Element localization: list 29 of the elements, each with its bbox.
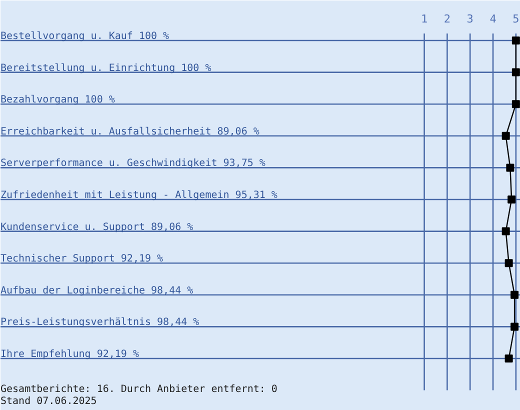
y-tick-label: Preis-Leistungsverhältnis 98,44 % [0,317,200,328]
text: Stand 07.06.2025 [0,396,97,407]
point [512,100,520,108]
y-tick-label: Bereitstellung u. Einrichtung 100 % [0,62,212,74]
x-tick-label: 4 [490,12,497,26]
point [504,354,513,362]
y-tick-label: Technischer Support 92,19 % [0,254,164,265]
point [512,36,520,44]
point [504,259,513,268]
point [508,196,516,204]
x-tick-label: 5 [512,12,520,26]
y-tick-label: Zufriedenheit mit Leistung - Allgemein 95,31 % [0,190,278,201]
y-tick-label: Bestellvorgang u. Kauf 100 % [0,31,170,42]
y-tick-label: Serverperformance u. Geschwindigkeit 93,75 % [0,158,266,170]
point [506,164,514,172]
annotation: Gesamtberichte: 16. Durch Anbieter entfernt: 0 [0,384,278,395]
y-tick-label: Aufbau der Loginbereiche 98,44 % [0,285,194,296]
point [502,227,510,236]
x-tick-label: 1 [420,12,428,26]
y-tick-label: Ihre Empfehlung 92,19 % [0,349,139,360]
point [502,132,510,140]
y-tick-label: Kundenservice u. Support 89,06 % [0,222,194,233]
y-tick-label: Erreichbarkeit u. Ausfallsicherheit 89,06 % [0,126,260,138]
x-tick-label: 2 [444,12,451,26]
x-tick-label: 3 [466,12,474,26]
y-tick-label: Bezahlvorgang 100 % [0,94,115,106]
point [510,290,519,299]
point [512,68,520,76]
point [510,322,519,331]
